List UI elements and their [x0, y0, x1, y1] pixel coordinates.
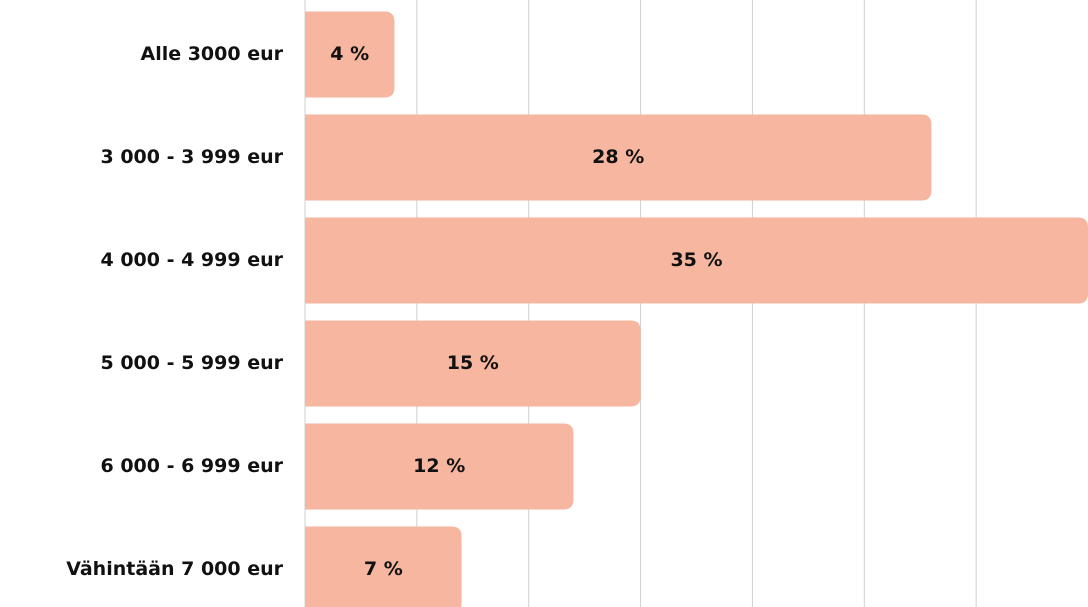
y-tick-label: 3 000 - 3 999 eur — [100, 146, 283, 168]
bar — [305, 320, 641, 407]
y-tick-label: Alle 3000 eur — [140, 43, 283, 65]
bar — [305, 114, 932, 201]
data-label: 4 % — [330, 43, 369, 65]
y-tick-label: Vähintään 7 000 eur — [66, 558, 283, 580]
bar — [305, 217, 1088, 304]
bar — [305, 526, 462, 607]
y-tick-label: 6 000 - 6 999 eur — [100, 455, 283, 477]
data-label: 7 % — [364, 558, 403, 580]
y-tick-label: 4 000 - 4 999 eur — [100, 249, 283, 271]
bar — [305, 11, 395, 98]
data-label: 12 % — [413, 455, 465, 477]
bar — [305, 423, 574, 510]
data-label: 35 % — [670, 249, 722, 271]
data-label: 15 % — [447, 352, 499, 374]
data-label: 28 % — [592, 146, 644, 168]
y-tick-label: 5 000 - 5 999 eur — [100, 352, 283, 374]
